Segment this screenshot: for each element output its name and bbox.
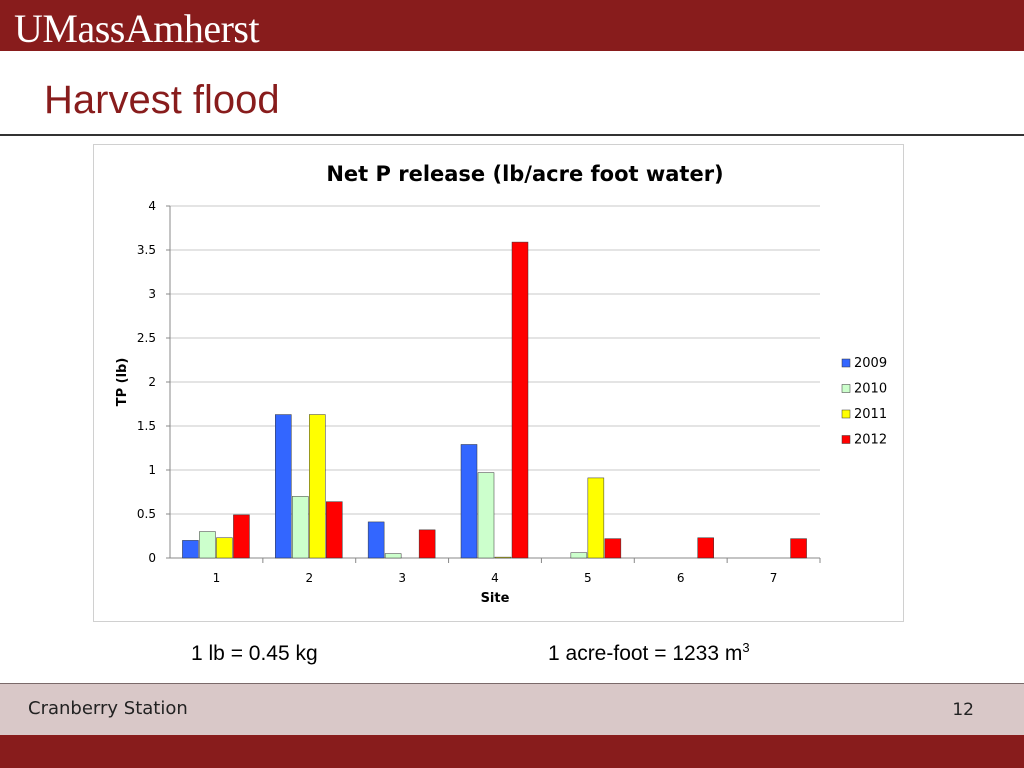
x-tick-label: 5 [584,571,592,585]
y-tick-label: 3 [148,287,156,301]
x-tick-label: 2 [305,571,313,585]
mass-conversion: 1 lb = 0.45 kg [191,642,318,665]
footer-org: Cranberry Station [28,698,188,719]
volume-exponent: 3 [742,640,750,655]
bar-2010-site-1 [199,531,216,559]
bar-2010-site-3 [384,553,402,559]
umass-amherst-logo: UMassAmherst [14,6,260,51]
slide-title: Harvest flood [44,78,280,122]
x-tick-label: 6 [677,571,685,585]
bar-2009-site-3 [367,521,385,559]
legend-label-2009: 2009 [854,356,887,371]
x-tick-label: 3 [398,571,406,585]
bar-2012-site-3 [418,529,436,559]
bar-2011-site-2 [309,414,326,559]
bar-2010-site-4 [477,472,495,559]
bar-2009-site-1 [182,540,199,559]
bar-2010-site-5 [570,552,588,559]
bar-2012-site-1 [233,514,250,559]
y-tick-label: 1 [148,463,156,477]
y-tick-label: 0.5 [137,507,156,521]
bottom-bar [0,735,1024,768]
legend-label-2011: 2011 [854,407,887,422]
legend-swatch-2010 [841,384,851,393]
y-axis-label: TP (lb) [115,358,130,407]
x-tick-label: 7 [770,571,778,585]
legend-swatch-2011 [841,409,851,419]
bar-2009-site-2 [275,414,292,559]
bar-2012-site-2 [326,501,343,559]
bar-2012-site-4 [511,241,529,559]
bar-2011-site-5 [587,477,605,559]
bar-2012-site-5 [604,538,622,559]
bar-chart: Net P release (lb/acre foot water) 0 0.5 1 1… [115,162,887,606]
volume-conversion: 1 acre-foot = 1233 m3 [548,641,750,667]
bar-2010-site-2 [292,496,309,559]
chart-container: Net P release (lb/acre foot water) 0 0.5 1 1… [93,144,904,622]
x-tick-label: 4 [491,571,499,585]
footer-band [0,683,1024,735]
volume-conversion-text: 1 acre-foot = 1233 m [548,642,743,665]
legend-label-2010: 2010 [854,382,887,397]
x-axis-label: Site [481,591,510,606]
legend-swatch-2009 [841,358,851,368]
header-bar: UMassAmherst [0,0,1024,51]
bar-2012-site-6 [697,537,714,559]
y-tick-label: 2 [148,375,156,389]
bar-2011-site-4 [494,556,512,559]
bar-2011-site-1 [216,537,233,559]
legend-label-2012: 2012 [854,433,887,448]
legend-swatch-2012 [841,435,851,444]
y-tick-label: 0 [148,551,156,565]
bar-2009-site-4 [460,444,478,559]
y-tick-label: 3.5 [137,243,156,257]
x-tick-label: 1 [213,571,221,585]
y-tick-label: 4 [148,199,156,213]
title-divider [0,134,1024,136]
page-number: 12 [952,700,974,720]
y-tick-label: 2.5 [137,331,156,345]
chart-title: Net P release (lb/acre foot water) [326,162,723,186]
y-tick-label: 1.5 [137,419,156,433]
bar-2012-site-7 [790,538,807,559]
